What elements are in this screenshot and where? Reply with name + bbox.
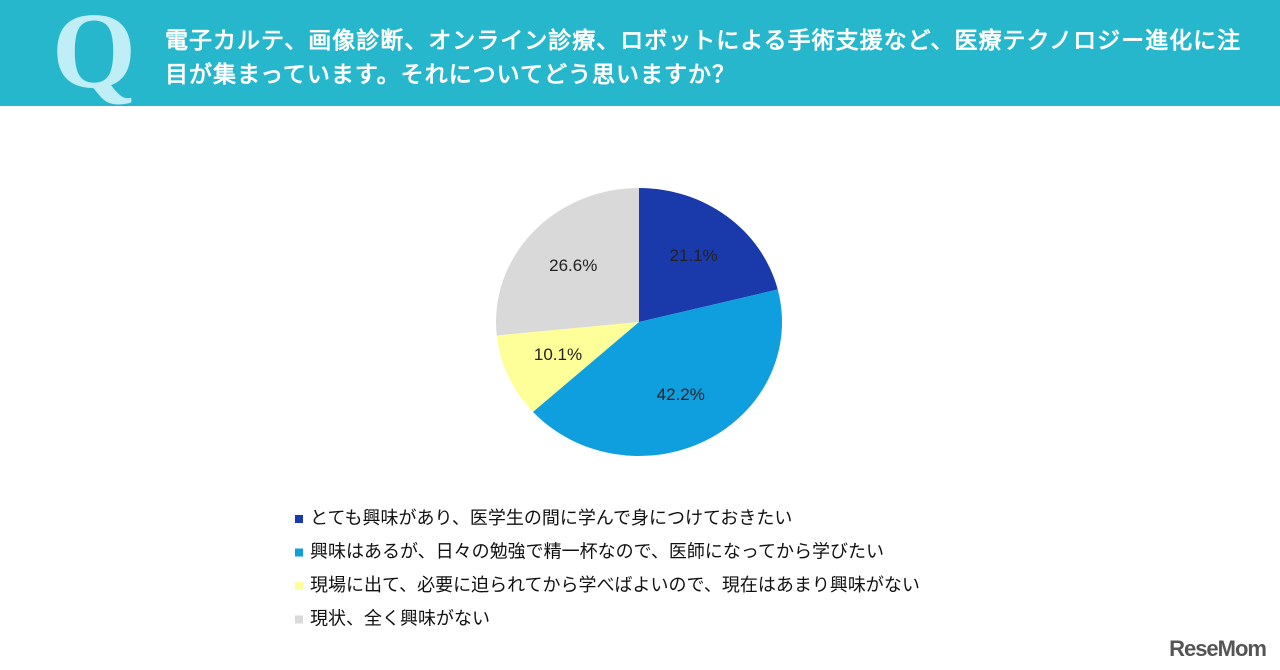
legend-marker <box>295 582 303 590</box>
value-label: 10.1% <box>534 345 582 364</box>
pie-slice <box>639 188 778 322</box>
legend-label: 興味はあるが、日々の勉強で精一杯なので、医師になってから学びたい <box>310 542 884 563</box>
pie-slice <box>496 322 639 412</box>
logo: ReseMom <box>1169 636 1267 661</box>
legend-label: 現状、全く興味がない <box>310 609 490 630</box>
legend-marker <box>295 548 303 557</box>
legend-label: 現場に出て、必要に迫られてから学べばよいので、現在はあまり興味がない <box>310 575 920 596</box>
legend-marker <box>295 515 303 523</box>
header-band: Q 電子カルテ、画像診断、オンライン診療、ロボットによる手術支援など、医療テクノ… <box>0 0 1280 111</box>
value-label: 26.6% <box>549 256 597 275</box>
pie-slice <box>496 188 639 336</box>
question-text: 電子カルテ、画像診断、オンライン診療、ロボットによる手術支援など、医療テクノロジ… <box>165 28 1242 88</box>
pie-slice <box>532 289 782 456</box>
value-label: 21.1% <box>669 246 717 265</box>
value-label: 42.2% <box>657 385 705 404</box>
legend-marker <box>295 615 303 624</box>
legend-label: とても興味があり、医学生の間に学んで身につけておきたい <box>310 508 792 529</box>
q-letter: Q <box>52 0 137 111</box>
